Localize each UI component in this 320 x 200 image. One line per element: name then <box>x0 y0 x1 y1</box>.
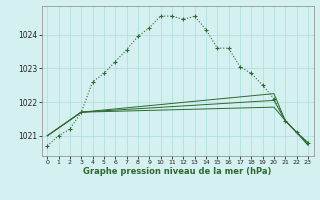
X-axis label: Graphe pression niveau de la mer (hPa): Graphe pression niveau de la mer (hPa) <box>84 167 272 176</box>
